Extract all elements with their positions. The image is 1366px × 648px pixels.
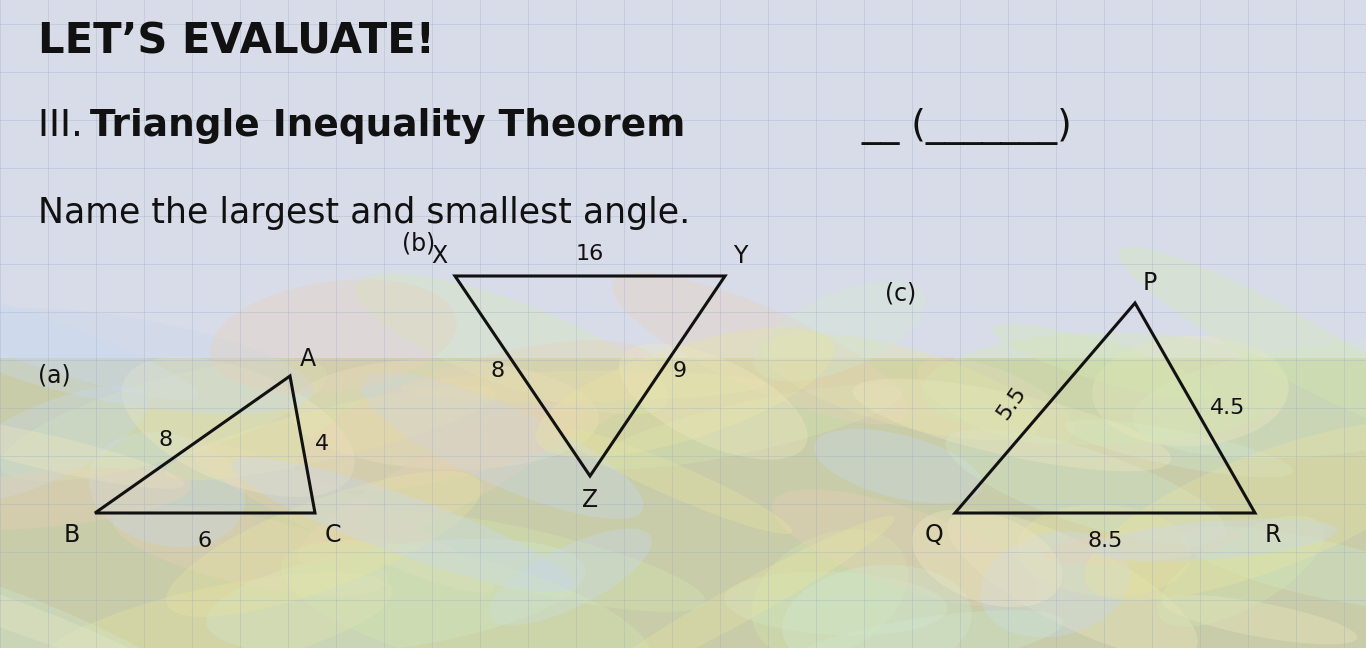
Ellipse shape bbox=[612, 272, 910, 424]
Ellipse shape bbox=[751, 529, 908, 648]
Ellipse shape bbox=[0, 358, 326, 481]
Ellipse shape bbox=[1180, 526, 1366, 609]
Text: Name the largest and smallest angle.: Name the largest and smallest angle. bbox=[38, 196, 690, 230]
Ellipse shape bbox=[290, 360, 598, 470]
Text: 8: 8 bbox=[158, 430, 172, 450]
Ellipse shape bbox=[489, 529, 652, 625]
Ellipse shape bbox=[556, 428, 792, 534]
Ellipse shape bbox=[783, 565, 971, 648]
Text: 8.5: 8.5 bbox=[1087, 531, 1123, 551]
Ellipse shape bbox=[210, 279, 456, 394]
Ellipse shape bbox=[0, 559, 161, 648]
Text: R: R bbox=[1265, 523, 1281, 547]
Ellipse shape bbox=[357, 511, 705, 612]
Ellipse shape bbox=[981, 531, 1130, 638]
Ellipse shape bbox=[1018, 505, 1191, 597]
Ellipse shape bbox=[912, 509, 1061, 607]
Ellipse shape bbox=[947, 511, 1198, 648]
Text: Triangle Inequality Theorem: Triangle Inequality Theorem bbox=[90, 108, 686, 144]
Ellipse shape bbox=[165, 386, 496, 480]
Ellipse shape bbox=[589, 516, 895, 648]
Ellipse shape bbox=[167, 471, 482, 617]
Ellipse shape bbox=[1132, 341, 1366, 458]
Ellipse shape bbox=[788, 610, 1063, 648]
Text: (b): (b) bbox=[402, 231, 434, 255]
Text: 9: 9 bbox=[672, 361, 687, 381]
Ellipse shape bbox=[1093, 336, 1288, 446]
Ellipse shape bbox=[852, 378, 1171, 471]
Text: X: X bbox=[430, 244, 447, 268]
Ellipse shape bbox=[113, 505, 388, 596]
Ellipse shape bbox=[1085, 422, 1366, 600]
Text: Y: Y bbox=[734, 244, 747, 268]
Text: Q: Q bbox=[925, 523, 943, 547]
Ellipse shape bbox=[1094, 518, 1337, 561]
Text: III.: III. bbox=[38, 108, 94, 144]
Text: 4: 4 bbox=[314, 435, 329, 454]
Text: 6: 6 bbox=[198, 531, 212, 551]
Ellipse shape bbox=[0, 562, 206, 648]
Text: LET’S EVALUATE!: LET’S EVALUATE! bbox=[38, 20, 434, 62]
Ellipse shape bbox=[361, 373, 643, 519]
Text: Z: Z bbox=[582, 488, 598, 512]
Ellipse shape bbox=[597, 384, 903, 469]
Text: 4.5: 4.5 bbox=[1210, 398, 1246, 418]
Ellipse shape bbox=[122, 357, 355, 497]
Ellipse shape bbox=[1157, 516, 1324, 627]
Ellipse shape bbox=[231, 457, 574, 592]
Ellipse shape bbox=[754, 281, 926, 382]
Text: 16: 16 bbox=[576, 244, 604, 264]
Ellipse shape bbox=[187, 441, 494, 593]
Ellipse shape bbox=[993, 324, 1213, 399]
Text: A: A bbox=[301, 347, 316, 371]
Ellipse shape bbox=[619, 343, 807, 459]
Ellipse shape bbox=[355, 273, 668, 414]
Ellipse shape bbox=[34, 572, 392, 648]
Ellipse shape bbox=[206, 539, 585, 648]
Bar bbox=[0, 0, 1366, 358]
Ellipse shape bbox=[298, 340, 657, 491]
Ellipse shape bbox=[0, 275, 198, 400]
Text: __ (_______): __ (_______) bbox=[850, 108, 1072, 145]
Text: (a): (a) bbox=[38, 364, 71, 388]
Ellipse shape bbox=[814, 429, 982, 503]
Text: 8: 8 bbox=[490, 361, 504, 381]
Ellipse shape bbox=[1161, 595, 1358, 644]
Ellipse shape bbox=[1065, 420, 1294, 478]
Ellipse shape bbox=[0, 468, 191, 530]
Text: P: P bbox=[1143, 271, 1157, 295]
Ellipse shape bbox=[0, 417, 184, 489]
Ellipse shape bbox=[724, 572, 947, 635]
Ellipse shape bbox=[945, 429, 1225, 545]
Text: B: B bbox=[64, 523, 81, 547]
Text: C: C bbox=[325, 523, 342, 547]
Ellipse shape bbox=[762, 333, 1041, 440]
Ellipse shape bbox=[0, 308, 313, 414]
Text: (c): (c) bbox=[885, 281, 917, 305]
Ellipse shape bbox=[918, 358, 1074, 445]
Ellipse shape bbox=[281, 540, 650, 648]
Text: 5.5: 5.5 bbox=[993, 383, 1030, 423]
Bar bbox=[0, 358, 1366, 648]
Ellipse shape bbox=[298, 400, 586, 564]
Ellipse shape bbox=[772, 489, 1038, 607]
Ellipse shape bbox=[89, 432, 245, 547]
Ellipse shape bbox=[922, 332, 1290, 445]
Ellipse shape bbox=[1044, 526, 1239, 564]
Ellipse shape bbox=[535, 327, 835, 457]
Ellipse shape bbox=[1119, 247, 1366, 439]
Ellipse shape bbox=[0, 386, 148, 503]
Ellipse shape bbox=[400, 371, 766, 402]
